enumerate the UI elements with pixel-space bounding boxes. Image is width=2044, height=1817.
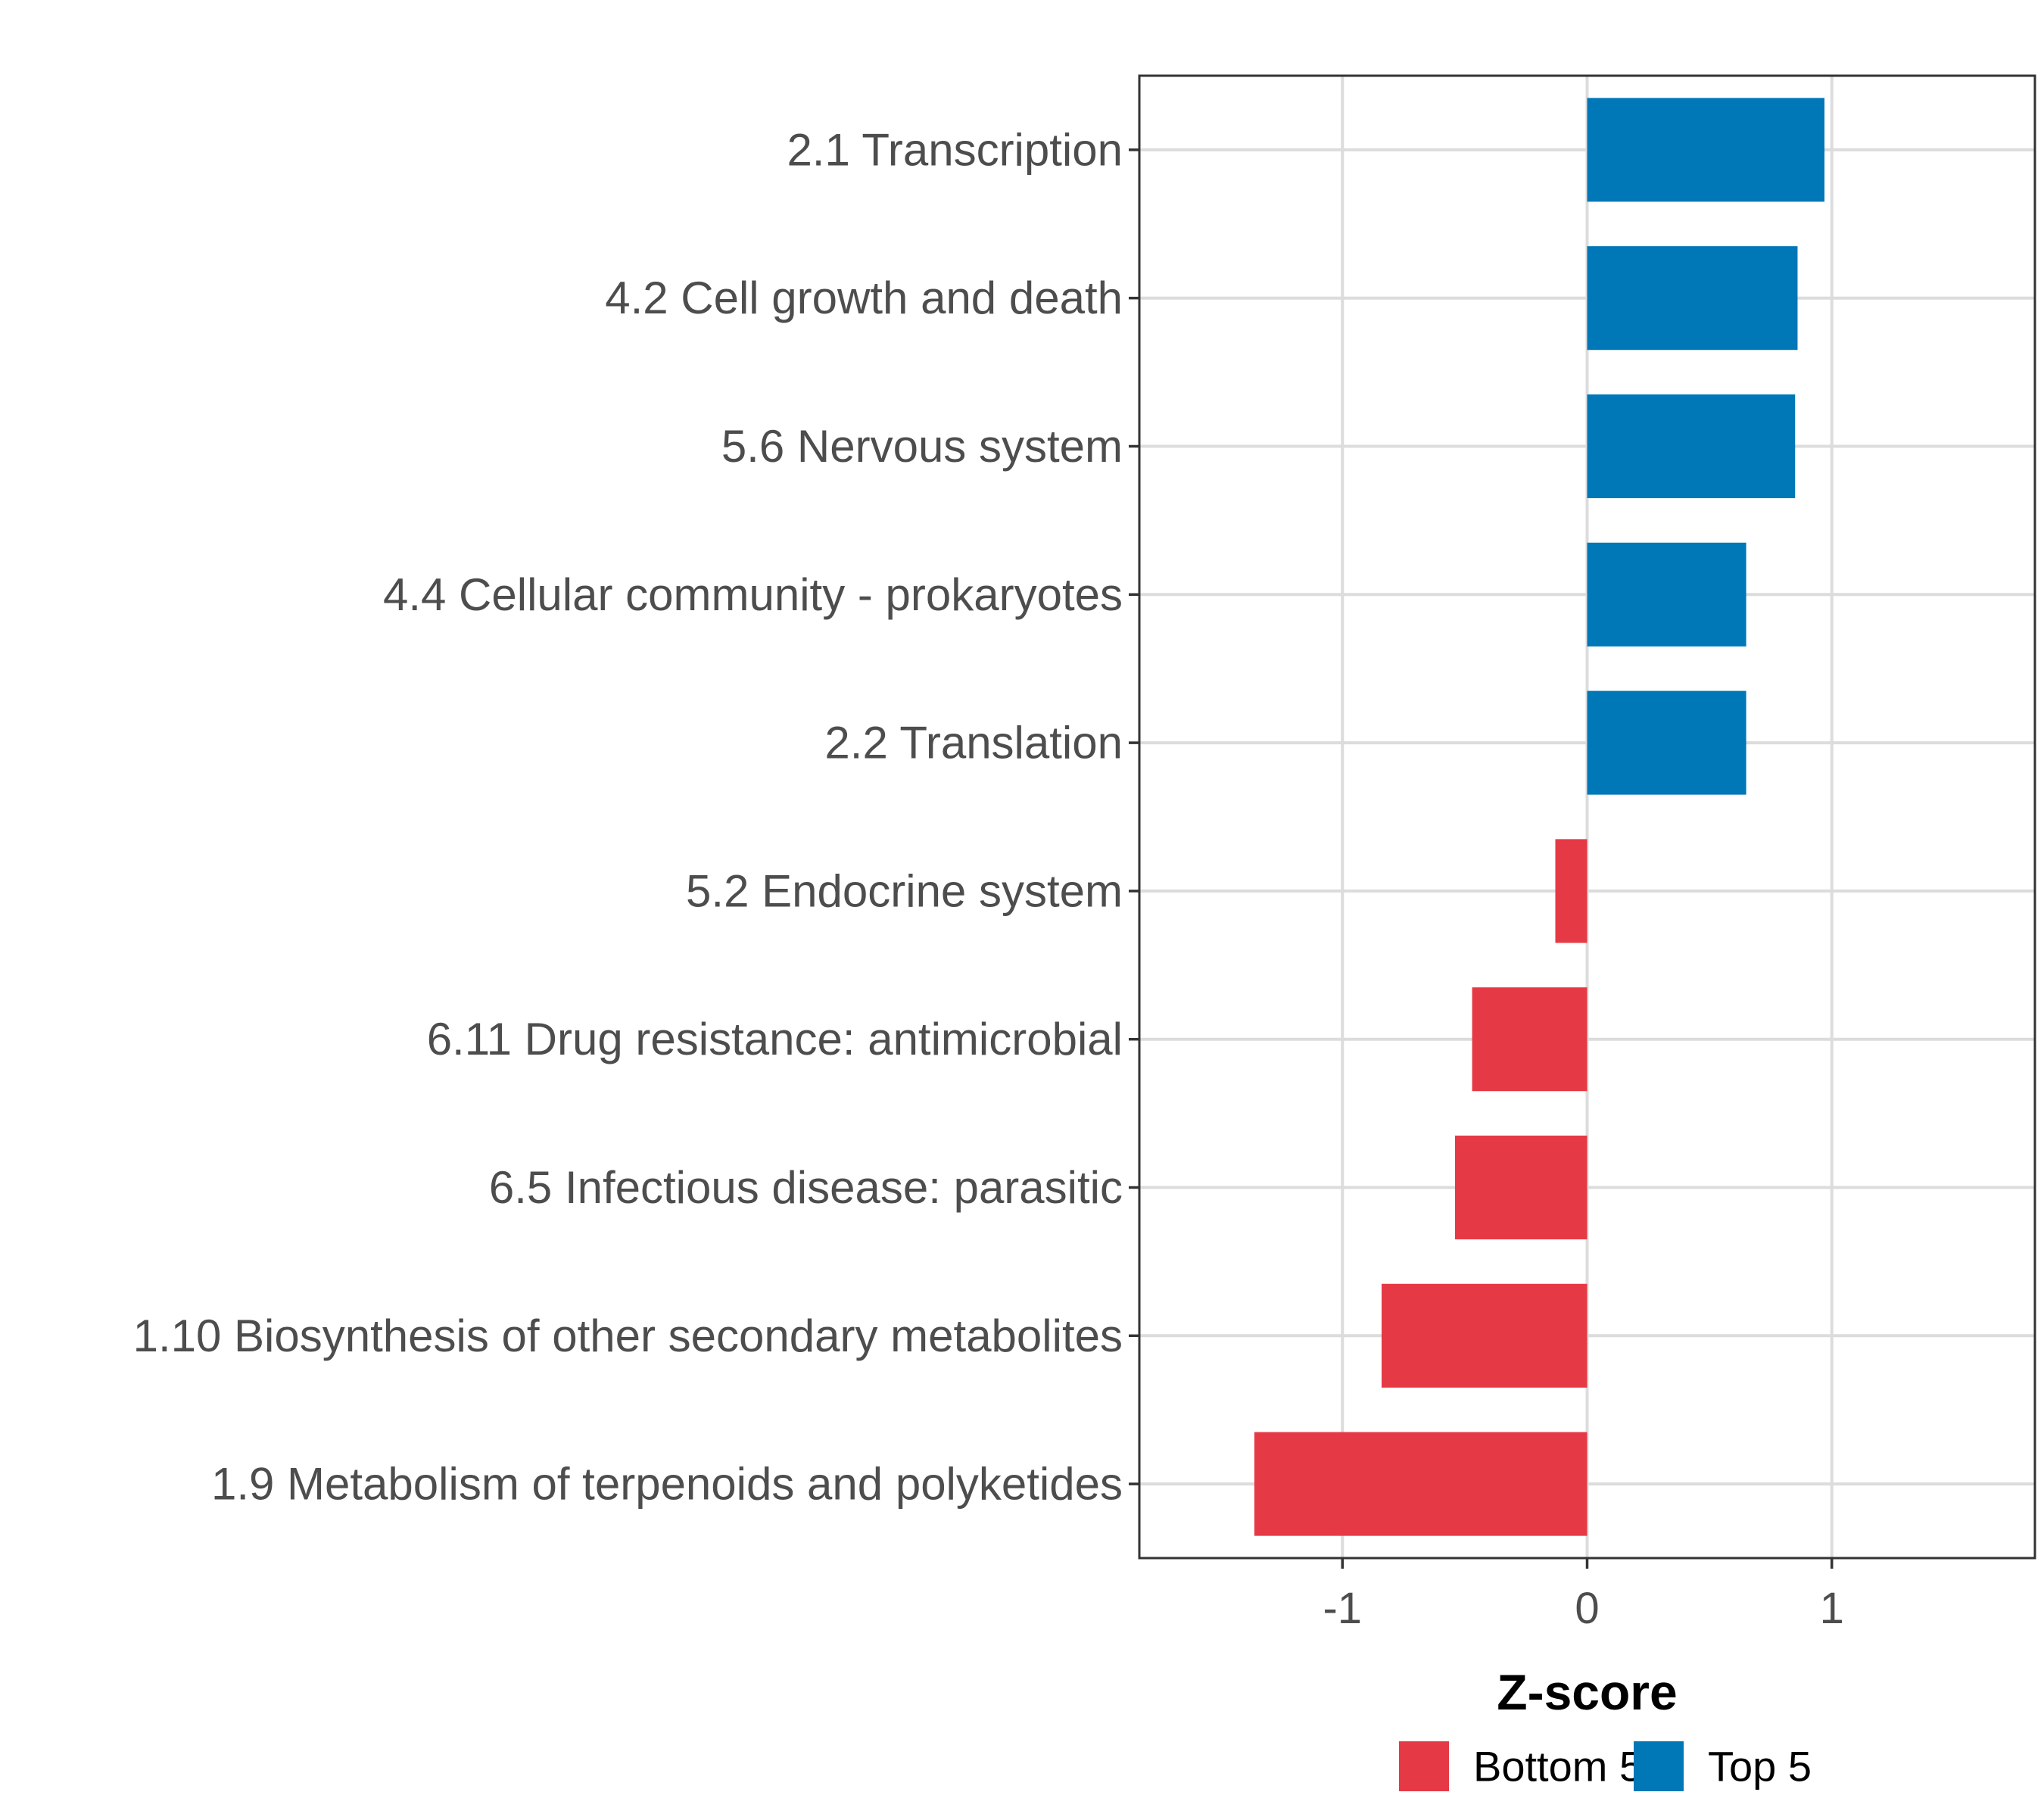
y-axis: 2.1 Transcription 4.2 Cell growth and dea… <box>133 124 1139 1510</box>
legend-swatch <box>1399 1741 1449 1791</box>
bar <box>1587 542 1746 647</box>
bar <box>1587 394 1796 499</box>
category-label: 4.2 Cell growth and death <box>605 273 1123 323</box>
bar <box>1254 1432 1588 1536</box>
category-label: 2.1 Transcription <box>787 124 1123 175</box>
category-label: 6.5 Infectious disease: parasitic <box>489 1162 1123 1213</box>
bar <box>1454 1135 1588 1240</box>
bar <box>1555 839 1588 943</box>
legend-swatch <box>1634 1741 1684 1791</box>
bar <box>1587 246 1798 351</box>
legend-label: Bottom 5 <box>1473 1743 1643 1791</box>
x-tick-label: 1 <box>1820 1584 1844 1633</box>
x-tick-label: 0 <box>1575 1584 1599 1633</box>
category-label: 5.6 Nervous system <box>721 421 1123 472</box>
category-label: 5.2 Endocrine system <box>686 865 1123 916</box>
category-label: 6.11 Drug resistance: antimicrobial <box>427 1014 1123 1064</box>
category-label: 4.4 Cellular community - prokaryotes <box>383 569 1123 620</box>
bar <box>1587 690 1746 795</box>
legend-label: Top 5 <box>1708 1743 1812 1791</box>
bar <box>1381 1283 1588 1388</box>
x-tick-label: -1 <box>1323 1584 1362 1633</box>
category-label: 1.10 Biosynthesis of other secondary met… <box>133 1311 1123 1361</box>
category-label: 1.9 Metabolism of terpenoids and polyket… <box>211 1459 1123 1510</box>
category-label: 2.2 Translation <box>824 718 1123 768</box>
legend: Bottom 5 Top 5 <box>1399 1741 1812 1791</box>
bar <box>1472 987 1588 1092</box>
bar-layer <box>1254 98 1825 1536</box>
x-axis-title: Z-score <box>1497 1664 1677 1720</box>
bar <box>1587 98 1825 202</box>
x-axis: -1 0 1 <box>1323 1558 1844 1633</box>
